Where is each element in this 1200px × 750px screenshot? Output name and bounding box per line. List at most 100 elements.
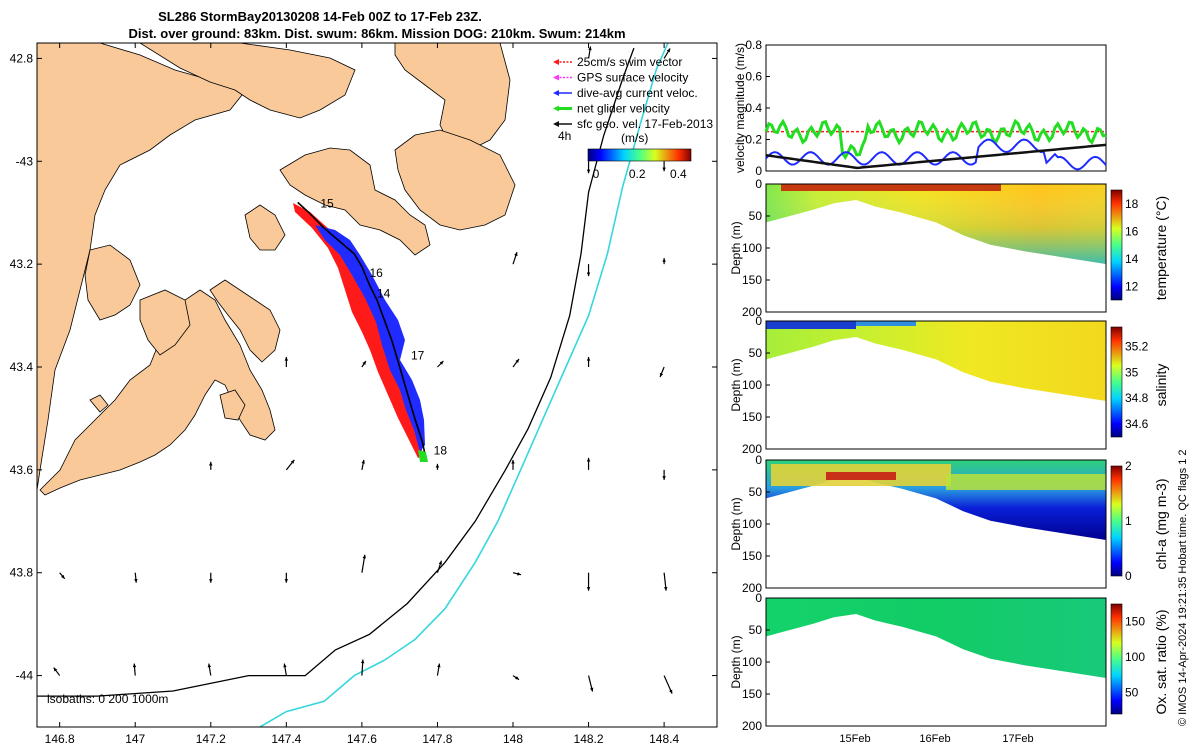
colorbar-tick-label: 12 — [1125, 279, 1139, 293]
legend-entry: 25cm/s swim vector — [553, 55, 682, 69]
depth-tick-label: 200 — [742, 442, 762, 456]
current-arrow — [436, 663, 441, 676]
legend-entry: dive-avg current veloc. — [553, 86, 698, 100]
day-label: 14 — [377, 287, 391, 301]
colorbar-tick-label: 16 — [1125, 224, 1139, 238]
vel-y-tick-label: 0.6 — [745, 70, 762, 84]
legend-arrowhead — [553, 121, 559, 127]
colorbar-label: chl-a (mg m-3) — [1153, 478, 1169, 569]
title-line-2: Dist. over ground: 83km. Dist. swum: 86k… — [128, 26, 625, 41]
section-field — [766, 598, 1106, 678]
day-label: 15 — [320, 197, 334, 211]
current-arrow — [586, 357, 591, 367]
current-arrow — [586, 161, 591, 174]
current-arrow — [209, 572, 213, 583]
chl-peak-band — [826, 472, 896, 480]
legend-arrowhead — [553, 90, 559, 96]
day-label: 17 — [411, 348, 425, 362]
depth-tick-label: 150 — [742, 273, 762, 287]
fresh-surface-layer-2 — [856, 321, 916, 326]
current-arrow — [361, 360, 367, 368]
legend-entry: net glider velocity — [553, 102, 670, 116]
current-arrow — [512, 675, 520, 681]
current-arrow — [659, 366, 665, 378]
map-x-tick-label: 146.8 — [45, 732, 75, 746]
map-x-tick-label: 147.2 — [196, 732, 226, 746]
sfc-geo-speed-line — [765, 143, 1107, 170]
current-arrow — [512, 251, 518, 265]
map-x-tick-label: 147.4 — [271, 732, 301, 746]
depth-tick-label: 0 — [755, 591, 762, 605]
map-x-tick-label: 148.4 — [649, 732, 679, 746]
section-field — [766, 321, 1106, 401]
net-velocity-end — [418, 450, 428, 462]
legend-label: 25cm/s swim vector — [577, 55, 682, 69]
day-label: 16 — [369, 266, 383, 280]
swim-vector-swath — [293, 203, 424, 458]
section-deep-shading — [766, 184, 1106, 264]
legend-arrowhead — [553, 105, 559, 112]
map-y-ticks: 42.8 -43 43.2 43.4 43.6 43.8 -44 — [10, 51, 717, 683]
fresh-surface-layer — [766, 321, 856, 329]
current-arrow — [59, 572, 66, 580]
title-line-1: SL286 StormBay20130208 14-Feb 00Z to 17-… — [158, 9, 482, 24]
depth-tick-label: 0 — [755, 314, 762, 328]
day-label: 18 — [434, 443, 448, 457]
current-arrow — [663, 572, 668, 591]
velocity-panel: 0 0.2 0.4 0.6 0.8 velocity magnitude (m/s) — [733, 38, 1107, 178]
colorbar-tick-label: 1 — [1125, 514, 1132, 528]
depth-tick-label: 50 — [749, 209, 763, 223]
isobath-note: isobaths: 0 200 1000m — [47, 692, 168, 706]
vel-y-tick-label: 0.4 — [745, 101, 762, 115]
colorbar-label: salinity — [1153, 364, 1169, 407]
current-arrow — [360, 659, 365, 676]
section-ylabel: Depth (m) — [729, 635, 743, 688]
warm-surface-layer — [781, 184, 1001, 191]
map-y-tick-label: -43 — [16, 154, 34, 168]
colorbar-tick-label: 18 — [1125, 197, 1139, 211]
map-y-tick-label: 43.6 — [10, 463, 34, 477]
map-y-tick-label: 42.8 — [10, 51, 34, 65]
current-arrow — [587, 675, 594, 692]
speed-colorbar: 4h (m/s) 0 0.2 0.4 — [558, 129, 692, 181]
map-x-tick-label: 148 — [503, 732, 523, 746]
map-x-tick-label: 148.2 — [574, 732, 604, 746]
section-colorbar — [1110, 603, 1123, 715]
current-arrow — [283, 663, 287, 676]
speed-cbar-units: (m/s) — [621, 131, 648, 145]
colorbar-label: Ox. sat. ratio (%) — [1153, 609, 1169, 714]
legend-label: net glider velocity — [577, 102, 670, 116]
current-arrow — [662, 469, 666, 480]
day-labels: 15 16 14 17 18 — [320, 197, 447, 458]
current-arrow — [361, 554, 367, 573]
time-tick-label: 16Feb — [919, 733, 950, 745]
time-tick-label: 15Feb — [839, 733, 870, 745]
speed-cbar-tick-label: 0.4 — [670, 167, 687, 181]
dive-avg-current-swath — [315, 225, 425, 452]
isobath-1000m — [259, 43, 669, 727]
current-arrow — [361, 459, 365, 470]
colorbar-tick-label: 2 — [1125, 459, 1132, 473]
net-glider-speed-line — [764, 118, 1107, 161]
depth-tick-label: 100 — [742, 517, 762, 531]
depth-tick-label: 50 — [749, 623, 763, 637]
current-arrow — [662, 258, 666, 265]
velocity-y-ticks: 0 0.2 0.4 0.6 0.8 — [745, 38, 770, 178]
current-arrow — [511, 459, 515, 470]
current-arrow — [209, 461, 213, 470]
current-arrow — [53, 667, 61, 676]
map-x-tick-label: 147 — [125, 732, 145, 746]
colorbar-tick-label: 34.6 — [1125, 417, 1149, 431]
current-arrow — [586, 457, 591, 470]
section-panel: 0 50 100 150 200 Depth (m) 0 1 2 chl-a (mg m-3) — [729, 453, 1169, 595]
colorbar-tick-label: 150 — [1125, 615, 1145, 629]
current-arrow — [586, 572, 591, 591]
speed-cbar-tick-label: 0.2 — [629, 167, 646, 181]
legend-label: sfc geo. vel. 17-Feb-2013 — [577, 117, 713, 131]
current-arrow — [284, 572, 289, 583]
section-panel: 0 50 100 150 200 Depth (m) 34.6 34.8 35 35.2 salin… — [729, 314, 1169, 456]
current-arrow — [663, 675, 673, 694]
depth-tick-label: 150 — [742, 549, 762, 563]
